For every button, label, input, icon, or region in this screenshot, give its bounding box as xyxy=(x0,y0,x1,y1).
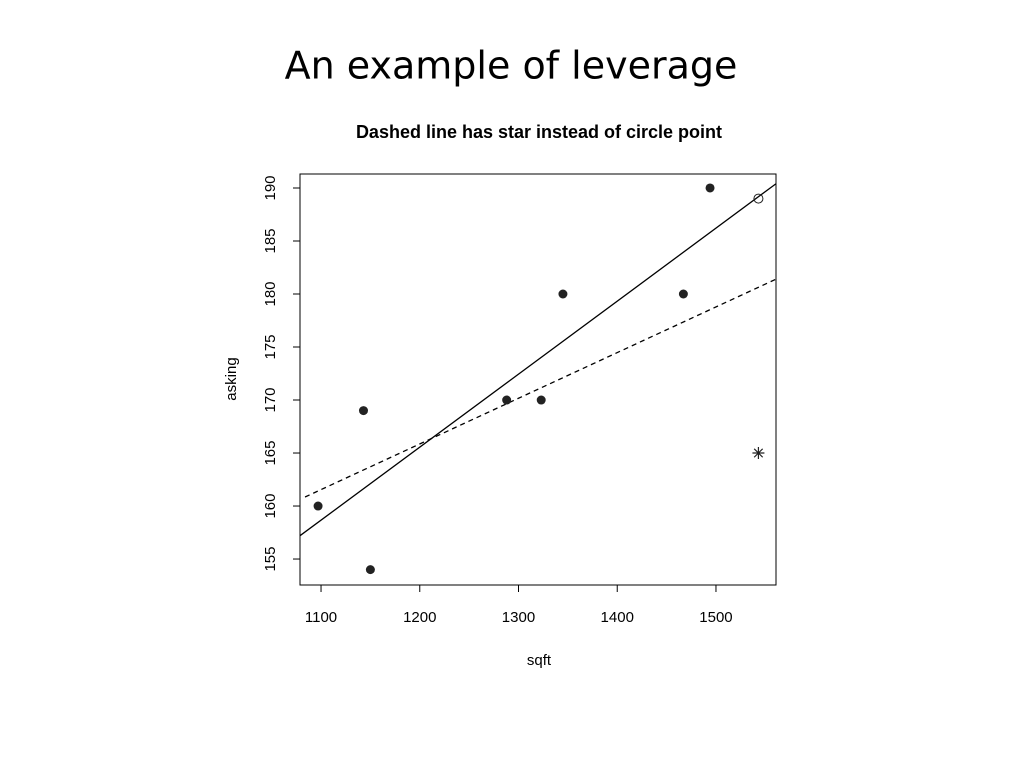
plot-frame xyxy=(299,173,777,586)
point xyxy=(558,289,568,299)
point xyxy=(365,565,375,575)
y-tick-label: 180 xyxy=(262,281,279,306)
y-tick-label: 155 xyxy=(262,547,279,572)
point xyxy=(313,501,323,511)
y-tick-label: 175 xyxy=(262,334,279,359)
x-tick-label: 1300 xyxy=(502,609,535,626)
x-axis-label: sqft xyxy=(527,652,552,669)
point xyxy=(536,395,546,405)
point xyxy=(502,395,512,405)
fit-line xyxy=(299,183,777,537)
point xyxy=(752,447,765,460)
fit-line xyxy=(304,278,777,498)
y-tick-label: 190 xyxy=(262,175,279,200)
point xyxy=(753,193,764,204)
y-tick-label: 165 xyxy=(262,441,279,466)
y-axis-label: asking xyxy=(223,357,240,400)
x-tick-label: 1500 xyxy=(699,609,732,626)
x-tick-label: 1200 xyxy=(403,609,436,626)
y-tick-label: 185 xyxy=(262,228,279,253)
chart-title: Dashed line has star instead of circle p… xyxy=(356,122,722,142)
slide-title: An example of leverage xyxy=(285,44,738,88)
point xyxy=(358,406,368,416)
x-tick-label: 1100 xyxy=(305,609,337,626)
y-tick-label: 160 xyxy=(262,494,279,519)
x-tick-label: 1400 xyxy=(601,609,634,626)
point xyxy=(678,289,688,299)
y-tick-label: 170 xyxy=(262,387,279,412)
point xyxy=(705,183,715,193)
